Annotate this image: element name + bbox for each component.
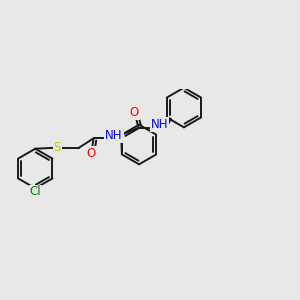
Text: O: O	[86, 147, 96, 161]
Text: O: O	[130, 106, 139, 119]
Text: NH: NH	[105, 129, 123, 142]
Text: NH: NH	[151, 118, 168, 131]
Text: S: S	[53, 141, 61, 154]
Text: Cl: Cl	[29, 185, 41, 199]
